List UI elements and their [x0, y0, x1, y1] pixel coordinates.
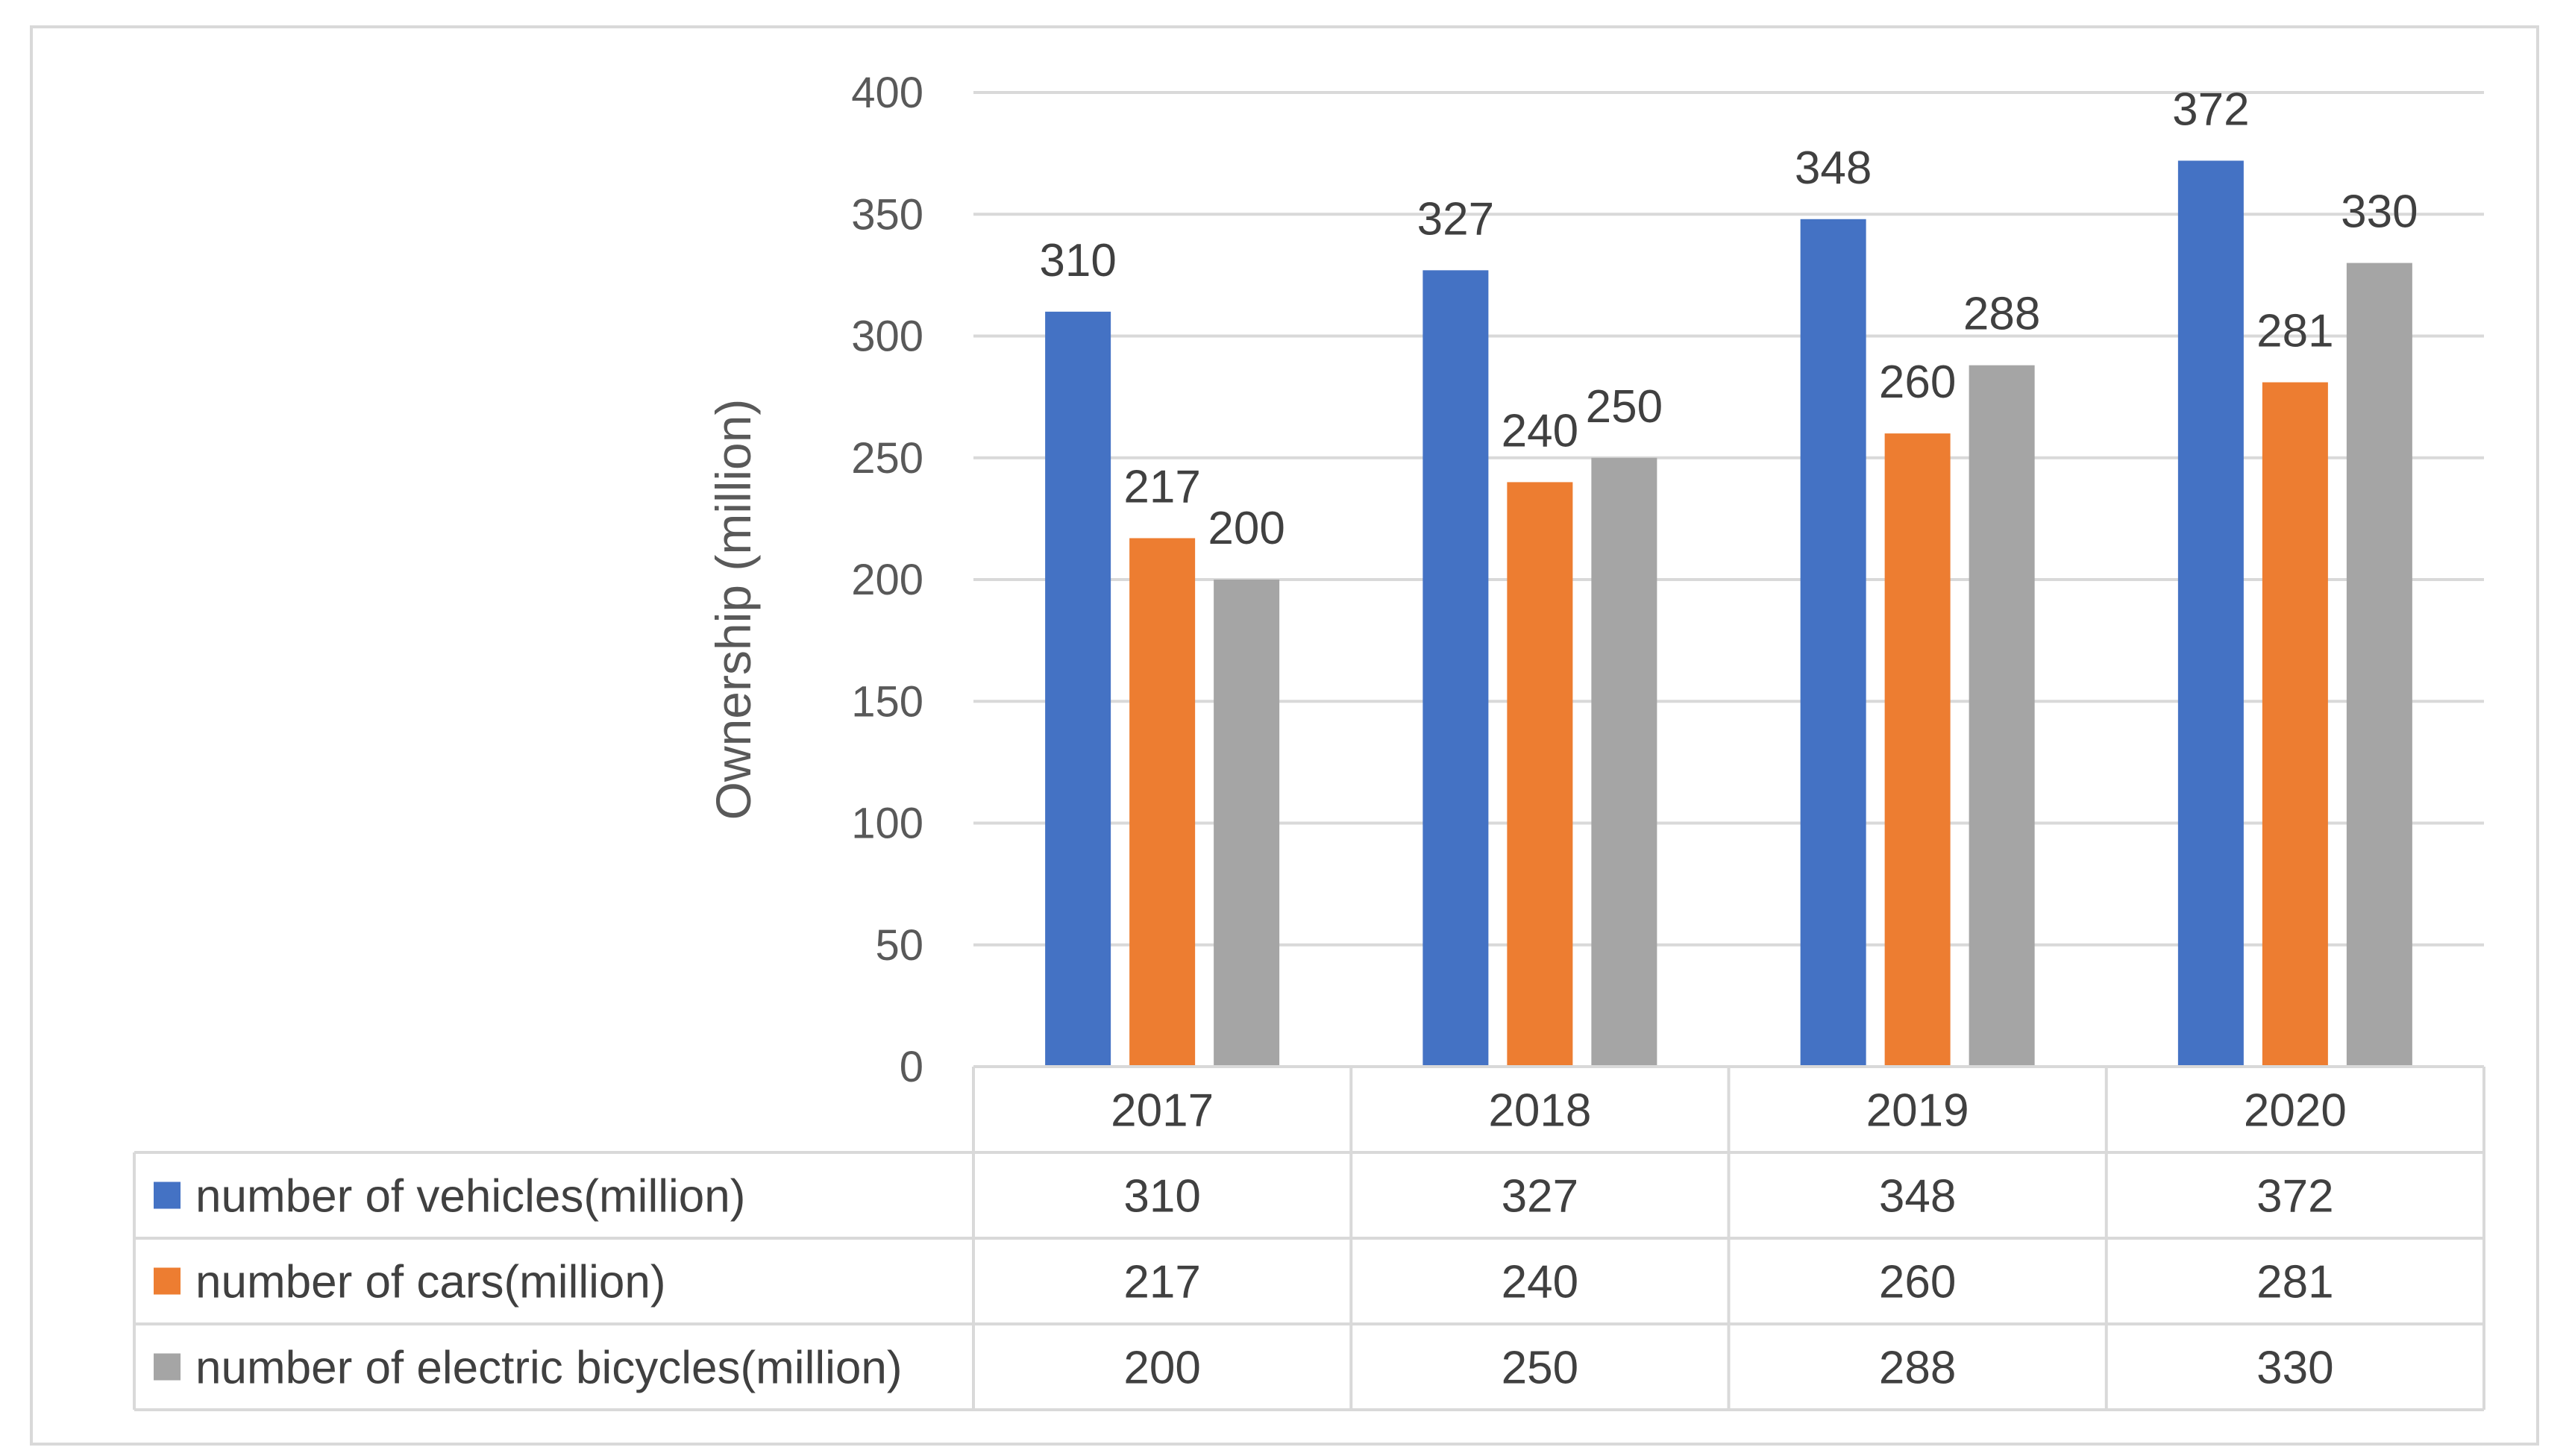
bar-2018-series-1	[1507, 482, 1573, 1067]
y-axis-title: Ownership (million)	[706, 399, 761, 820]
data-label-2020-series-2: 330	[2341, 186, 2418, 238]
table-value-2019-series-1: 260	[1879, 1257, 1956, 1308]
table-value-2017-series-2: 200	[1123, 1343, 1200, 1394]
data-label-2017-series-0: 310	[1039, 235, 1116, 286]
bar-2018-series-2	[1591, 457, 1657, 1067]
legend-label-series-1: number of cars(million)	[195, 1257, 666, 1308]
y-tick-label-150: 150	[851, 677, 923, 726]
data-label-2018-series-2: 250	[1586, 381, 1663, 433]
y-tick-label-50: 50	[875, 921, 923, 970]
bar-2019-series-0	[1800, 219, 1866, 1067]
data-label-2019-series-1: 260	[1879, 357, 1956, 408]
bar-2018-series-0	[1422, 270, 1489, 1067]
data-label-2017-series-1: 217	[1123, 461, 1200, 512]
bar-2017-series-1	[1129, 538, 1196, 1067]
table-value-2018-series-0: 327	[1502, 1171, 1578, 1223]
bar-2019-series-1	[1884, 433, 1951, 1067]
category-label-2019: 2019	[1866, 1085, 1969, 1137]
category-label-2020: 2020	[2244, 1085, 2347, 1137]
data-label-2020-series-0: 372	[2172, 84, 2249, 135]
legend-key-series-0	[154, 1182, 181, 1209]
bar-2019-series-2	[1969, 365, 2035, 1067]
data-label-2017-series-2: 200	[1208, 503, 1284, 554]
table-value-2020-series-1: 281	[2256, 1257, 2333, 1308]
table-value-2019-series-2: 288	[1879, 1343, 1956, 1394]
table-value-2018-series-1: 240	[1502, 1257, 1578, 1308]
data-label-2018-series-0: 327	[1417, 193, 1494, 245]
category-label-2018: 2018	[1488, 1085, 1591, 1137]
y-tick-label-300: 300	[851, 313, 923, 361]
y-tick-label-250: 250	[851, 434, 923, 483]
y-tick-label-350: 350	[851, 190, 923, 239]
legend-label-series-2: number of electric bicycles(million)	[195, 1343, 903, 1394]
y-tick-label-0: 0	[900, 1043, 923, 1091]
legend-key-series-2	[154, 1353, 181, 1381]
data-label-2019-series-2: 288	[1963, 289, 2040, 340]
table-value-2018-series-2: 250	[1502, 1343, 1578, 1394]
table-value-2017-series-1: 217	[1123, 1257, 1200, 1308]
legend-label-series-0: number of vehicles(million)	[195, 1171, 745, 1223]
table-value-2017-series-0: 310	[1123, 1171, 1200, 1223]
data-label-2019-series-0: 348	[1795, 142, 1872, 194]
bar-2020-series-1	[2262, 382, 2328, 1067]
y-tick-label-200: 200	[851, 556, 923, 604]
table-value-2020-series-0: 372	[2256, 1171, 2333, 1223]
data-label-2020-series-1: 281	[2256, 306, 2333, 357]
bar-2020-series-2	[2346, 263, 2412, 1067]
bar-2017-series-0	[1045, 311, 1111, 1067]
y-tick-label-400: 400	[851, 69, 923, 117]
chart-frame	[30, 25, 2539, 1446]
data-label-2018-series-1: 240	[1502, 405, 1578, 456]
legend-key-series-1	[154, 1267, 181, 1295]
table-value-2020-series-2: 330	[2256, 1343, 2333, 1394]
bar-2020-series-0	[2177, 160, 2244, 1067]
y-tick-label-100: 100	[851, 800, 923, 848]
category-label-2017: 2017	[1111, 1085, 1214, 1137]
table-value-2019-series-0: 348	[1879, 1171, 1956, 1223]
bar-2017-series-2	[1214, 580, 1280, 1067]
